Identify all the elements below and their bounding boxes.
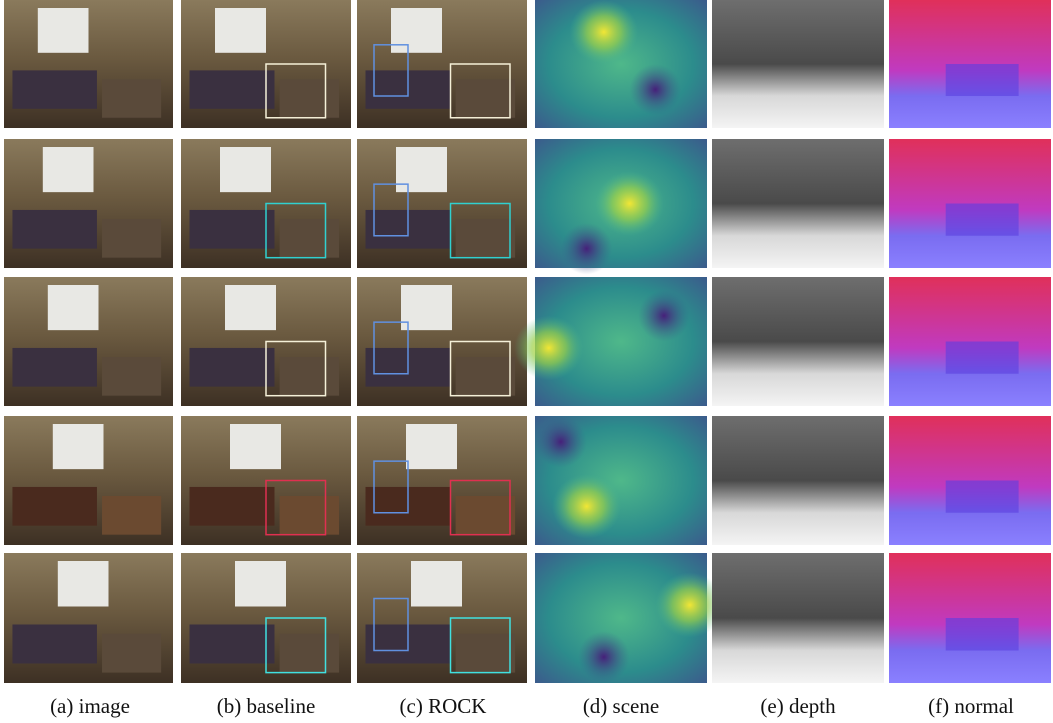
floor-object <box>102 357 161 396</box>
scene-cold <box>535 416 587 468</box>
normal-patch <box>946 64 1019 96</box>
furniture <box>190 348 275 387</box>
window <box>230 424 281 469</box>
window <box>406 424 457 469</box>
caption: (b) baseline <box>180 694 352 719</box>
floor-object <box>102 219 161 258</box>
normal-patch <box>946 342 1019 374</box>
scene-cold <box>561 223 613 275</box>
floor-object <box>280 634 340 673</box>
scene-cold <box>630 64 682 115</box>
floor-object <box>456 634 515 673</box>
figure: (a) image (b) baseline (c) ROCK (d) scen… <box>0 0 1053 723</box>
scene-hot <box>552 474 621 539</box>
floor-object <box>280 496 340 535</box>
furniture <box>190 625 275 664</box>
window <box>58 561 109 607</box>
floor-object <box>456 219 515 258</box>
furniture <box>12 70 97 108</box>
floor-object <box>456 79 515 117</box>
caption: (d) scene <box>535 694 707 719</box>
normal-patch <box>946 204 1019 236</box>
window <box>38 8 89 53</box>
scene-cold <box>578 631 630 683</box>
window <box>391 8 442 53</box>
scene-cold <box>638 290 690 342</box>
window <box>396 147 447 192</box>
window <box>215 8 266 53</box>
floor-object <box>280 79 340 117</box>
window <box>411 561 462 607</box>
depth-map <box>712 0 884 128</box>
floor-object <box>456 496 515 535</box>
depth-map <box>712 416 884 545</box>
caption: (f) normal <box>885 694 1053 719</box>
window <box>48 285 99 330</box>
scene-hot <box>569 0 638 64</box>
depth-map <box>712 553 884 683</box>
floor-object <box>456 357 515 396</box>
depth-map <box>712 277 884 406</box>
floor-object <box>280 357 340 396</box>
window <box>235 561 286 607</box>
furniture <box>12 210 97 249</box>
window <box>53 424 104 469</box>
normal-patch <box>946 618 1019 651</box>
depth-map <box>712 139 884 268</box>
caption: (a) image <box>4 694 176 719</box>
furniture <box>190 70 275 108</box>
furniture <box>12 348 97 387</box>
floor-object <box>280 219 340 258</box>
furniture <box>190 210 275 249</box>
floor-object <box>102 496 161 535</box>
furniture <box>190 487 275 526</box>
furniture <box>12 625 97 664</box>
floor-object <box>102 634 161 673</box>
window <box>225 285 276 330</box>
window <box>220 147 271 192</box>
normal-patch <box>946 481 1019 513</box>
scene-hot <box>514 316 583 381</box>
furniture <box>12 487 97 526</box>
window <box>43 147 94 192</box>
floor-object <box>102 79 161 117</box>
caption: (e) depth <box>712 694 884 719</box>
image-grid <box>0 0 1053 690</box>
caption: (c) ROCK <box>357 694 529 719</box>
